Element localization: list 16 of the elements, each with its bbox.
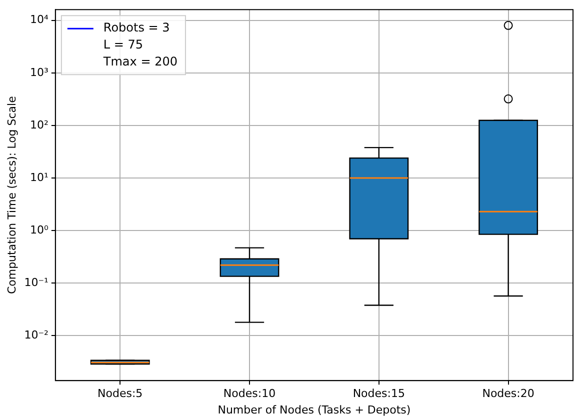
text: Tmax = 200 — [102, 54, 178, 69]
x-axis-title: Number of Nodes (Tasks + Depots) — [218, 403, 411, 416]
y-tick-label: 10³ — [30, 66, 48, 79]
y-tick-label: 10⁻² — [24, 328, 48, 342]
x-tick-label: Nodes:10 — [223, 387, 276, 400]
y-axis-title: Computation Time (secs): Log Scale — [5, 96, 18, 294]
text: L = 75 — [103, 38, 144, 52]
y-tick-label: 10² — [30, 118, 48, 132]
x-tick-label: Nodes:5 — [98, 387, 143, 400]
y-tick-label: 10⁻¹ — [24, 276, 48, 290]
x-tick-label: Nodes:20 — [482, 387, 534, 400]
legend-label: Robots = 3 — [103, 20, 170, 35]
x-tick-label: Nodes:15 — [352, 387, 405, 400]
y-tick-label: 10⁰ — [30, 223, 49, 236]
y-tick-label: 10⁴ — [30, 13, 49, 26]
y-tick-label: 10¹ — [30, 170, 48, 184]
